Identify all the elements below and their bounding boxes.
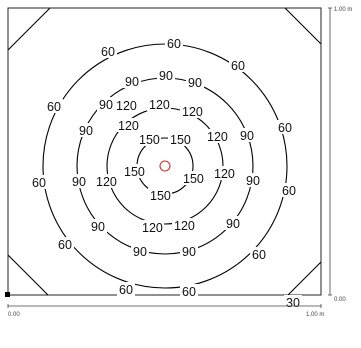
- label-120: 120: [214, 167, 235, 181]
- label-60: 60: [119, 283, 133, 297]
- label-90: 90: [188, 76, 202, 90]
- label-90: 90: [226, 217, 240, 231]
- corner-contour-top-right: [284, 7, 322, 45]
- label-60: 60: [282, 184, 296, 198]
- label-120: 120: [182, 105, 203, 119]
- label-90: 90: [72, 175, 86, 189]
- label-60: 60: [101, 45, 115, 59]
- label-120: 120: [174, 219, 195, 233]
- label-60: 60: [231, 59, 245, 73]
- label-90: 90: [125, 75, 139, 89]
- source-marker-icon: [159, 160, 171, 172]
- y-axis-max-label: 1.00 m: [334, 7, 352, 13]
- contour-labels: 150 150 150 150 150 120 120 120 120 120 …: [30, 36, 302, 310]
- label-150: 150: [183, 172, 204, 186]
- label-120: 120: [207, 130, 228, 144]
- label-60: 60: [182, 285, 196, 299]
- label-90: 90: [99, 98, 113, 112]
- corner-contour-bottom-left: [7, 254, 49, 296]
- label-150: 150: [170, 133, 191, 147]
- label-60: 60: [278, 121, 292, 135]
- label-150: 150: [139, 133, 160, 147]
- label-120: 120: [142, 221, 163, 235]
- label-60: 60: [58, 238, 72, 252]
- label-150: 150: [150, 189, 171, 203]
- label-60: 60: [167, 37, 181, 51]
- label-120: 120: [149, 98, 170, 112]
- label-60: 60: [47, 100, 61, 114]
- label-90: 90: [159, 69, 173, 83]
- label-90: 90: [91, 220, 105, 234]
- label-60: 60: [32, 176, 46, 190]
- label-30: 30: [286, 296, 300, 310]
- x-axis-min-label: 0.00: [8, 312, 20, 318]
- label-90: 90: [246, 174, 260, 188]
- corner-contour-top-left: [7, 7, 51, 51]
- y-axis-min-label: 0.00: [334, 297, 346, 303]
- label-120: 120: [96, 175, 117, 189]
- origin-marker-icon: [5, 292, 10, 297]
- label-90: 90: [240, 129, 254, 143]
- label-90: 90: [182, 245, 196, 259]
- label-90: 90: [133, 245, 147, 259]
- label-90: 90: [79, 124, 93, 138]
- plot-frame: [7, 7, 322, 296]
- corner-contour-bottom-right: [287, 261, 322, 296]
- label-150: 150: [124, 165, 145, 179]
- label-120: 120: [116, 99, 137, 113]
- x-axis-max-label: 1.00 m: [306, 312, 324, 318]
- label-120: 120: [118, 119, 139, 133]
- label-60: 60: [252, 248, 266, 262]
